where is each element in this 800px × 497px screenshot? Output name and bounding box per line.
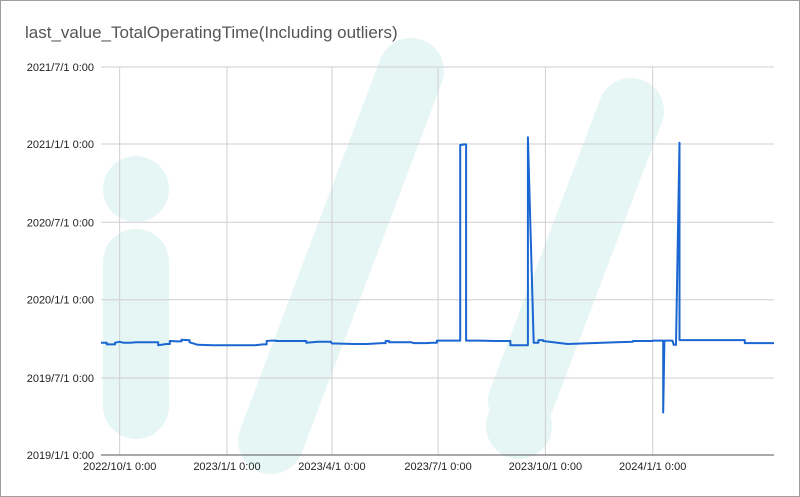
y-tick-label: 2021/1/1 0:00 <box>27 139 94 151</box>
x-tick-label: 2024/1/1 0:00 <box>619 461 686 473</box>
series-line <box>101 136 774 414</box>
y-tick-label: 2021/7/1 0:00 <box>27 62 94 74</box>
x-tick-label: 2023/4/1 0:00 <box>298 461 365 473</box>
y-tick-label: 2020/7/1 0:00 <box>27 217 94 229</box>
tick-labels: 2019/1/1 0:00 2019/7/1 0:00 2020/1/1 0:00 2… <box>27 62 687 473</box>
y-tick-label: 2020/1/1 0:00 <box>27 295 94 307</box>
chart-title: last_value_TotalOperatingTime(Including … <box>25 23 398 42</box>
x-tick-label: 2022/10/1 0:00 <box>83 461 156 473</box>
x-tick-label: 2023/7/1 0:00 <box>404 461 471 473</box>
watermark <box>103 38 664 474</box>
y-tick-label: 2019/7/1 0:00 <box>27 373 94 385</box>
x-tick-label: 2023/1/1 0:00 <box>193 461 260 473</box>
y-tick-label: 2019/1/1 0:00 <box>27 450 94 462</box>
x-tick-label: 2023/10/1 0:00 <box>509 461 582 473</box>
series-layer <box>101 136 774 414</box>
grid <box>101 66 774 456</box>
